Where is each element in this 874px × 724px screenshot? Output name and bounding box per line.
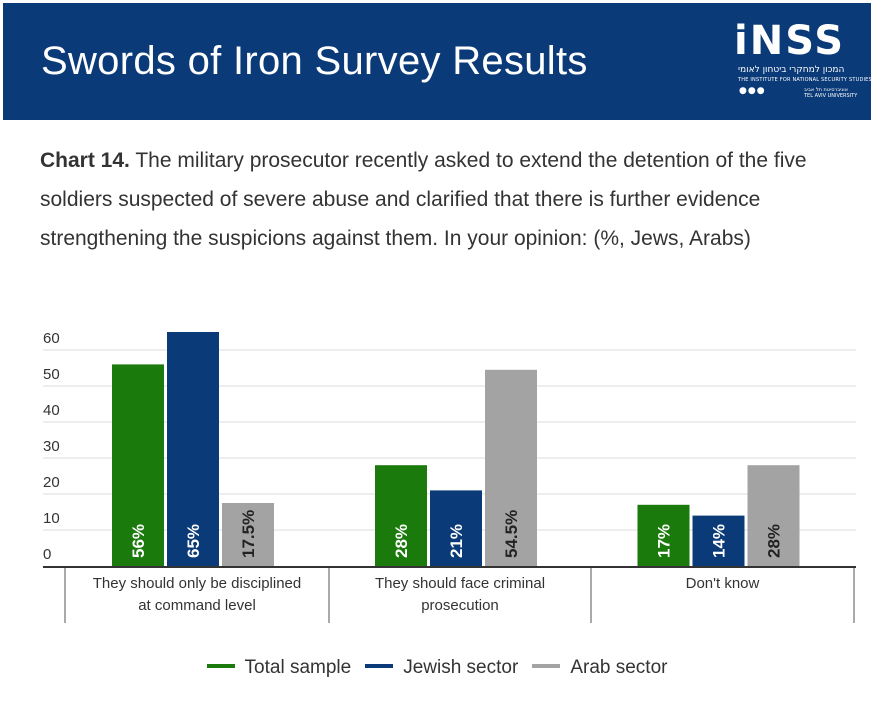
x-category-label: at command level: [138, 597, 256, 614]
x-category-label: They should only be disciplined: [93, 575, 301, 592]
legend-swatch: [206, 663, 235, 668]
chart-legend: Total sample Jewish sector Arab sector: [0, 657, 874, 679]
bar: [692, 515, 745, 566]
y-tick-label: 20: [43, 474, 60, 491]
logo-university: אוניברסיטת תל אביב TEL AVIV UNIVERSITY: [804, 87, 857, 99]
header-banner: Swords of Iron Survey Results iNSS המכון…: [3, 3, 872, 120]
bar: [375, 465, 427, 566]
legend-item: Total sample: [206, 657, 352, 679]
legend-item: Jewish sector: [365, 657, 518, 679]
bar-value-label: 17.5%: [239, 510, 258, 558]
x-category-label: prosecution: [421, 597, 499, 614]
logo-dots-icon: ●●●: [739, 86, 766, 96]
bar-value-label: 14%: [710, 524, 729, 558]
page-title: Swords of Iron Survey Results: [41, 39, 588, 83]
logo-university-eng: TEL AVIV UNIVERSITY: [804, 93, 858, 99]
logo-wordmark: iNSS: [734, 18, 846, 64]
bar: [222, 503, 274, 566]
bar-value-label: 65%: [184, 524, 203, 558]
question-text: The military prosecutor recently asked t…: [40, 149, 807, 250]
y-tick-label: 0: [43, 546, 51, 563]
chart-number: Chart 14.: [40, 149, 130, 172]
bar-value-label: 28%: [765, 524, 784, 558]
legend-item: Arab sector: [532, 657, 667, 679]
logo-university-heb: אוניברסיטת תל אביב: [804, 87, 848, 93]
bar: [167, 332, 219, 566]
bar-chart: 0 10 20 30 40 50 60 56% 65% 17.5% They should only…: [43, 330, 856, 623]
bar-value-label: 28%: [392, 524, 411, 558]
y-tick-label: 60: [43, 330, 60, 347]
bar-value-label: 54.5%: [502, 510, 521, 558]
legend-label: Arab sector: [570, 657, 668, 678]
bar-value-label: 21%: [447, 524, 466, 558]
chart-question: Chart 14. The military prosecutor recent…: [40, 141, 840, 258]
logo-english-name: THE INSTITUTE FOR NATIONAL SECURITY STUD…: [738, 77, 872, 83]
x-category-label: Don't know: [686, 575, 760, 592]
legend-swatch: [532, 663, 561, 668]
bar: [430, 490, 482, 566]
x-category-label: They should face criminal: [375, 575, 545, 592]
y-tick-label: 50: [43, 366, 60, 383]
y-tick-label: 30: [43, 438, 60, 455]
y-tick-label: 10: [43, 510, 60, 527]
bar: [747, 465, 800, 566]
logo-hebrew-name: המכון למחקרי ביטחון לאומי: [738, 65, 845, 75]
y-tick-label: 40: [43, 402, 60, 419]
bar-value-label: 56%: [129, 524, 148, 558]
legend-swatch: [365, 663, 394, 668]
legend-label: Total sample: [244, 657, 352, 678]
bar: [485, 369, 537, 566]
bar-value-label: 17%: [655, 524, 674, 558]
legend-label: Jewish sector: [403, 657, 519, 678]
inss-logo: iNSS המכון למחקרי ביטחון לאומי THE INSTI…: [734, 19, 872, 103]
bar: [637, 504, 690, 566]
bar: [112, 364, 164, 566]
